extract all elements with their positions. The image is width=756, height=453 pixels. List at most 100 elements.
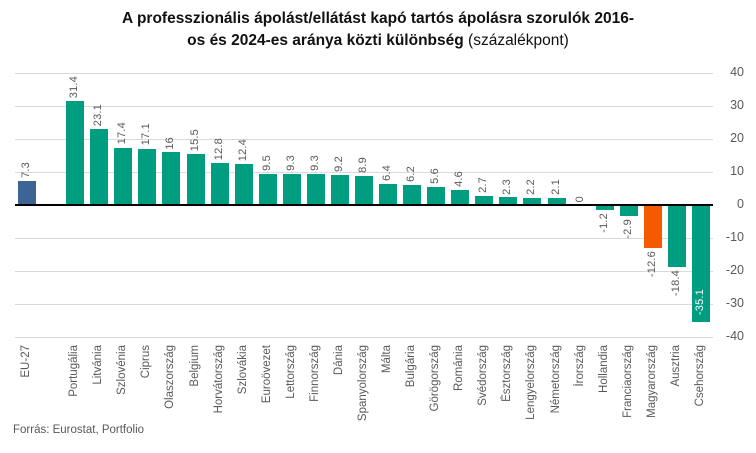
x-axis-label-Spanyolország: Spanyolország: [357, 345, 369, 422]
bar-value-label: 9.3: [308, 155, 321, 172]
bar-Portugália: [66, 101, 85, 205]
gridline: [15, 337, 713, 338]
bar-Lettország: [282, 174, 301, 205]
x-axis-label-Finnország: Finnország: [308, 345, 321, 402]
bar-Málta: [379, 183, 398, 205]
bar-Finnország: [306, 174, 325, 205]
gridline: [15, 304, 713, 305]
bar-value-label: 23.1: [92, 103, 105, 126]
bar-value-label: 17.1: [140, 123, 153, 146]
x-axis-label-Belgium: Belgium: [188, 345, 201, 387]
bar-value-label: 2.1: [549, 179, 562, 196]
bar-value-label: 0: [573, 195, 586, 202]
gridline: [15, 238, 713, 239]
x-axis-label-Dánia: Dánia: [332, 345, 345, 376]
bar-value-label: 2.3: [501, 178, 514, 195]
x-axis-label-Görögország: Görögország: [429, 345, 442, 412]
bar-Franciaország: [619, 206, 638, 216]
bar-Horvátország: [210, 162, 229, 205]
bar-Görögország: [427, 186, 446, 205]
y-axis-tick-label: 20: [730, 131, 744, 145]
x-axis-label-Szlovénia: Szlovénia: [116, 345, 129, 395]
bar-Románia: [451, 189, 470, 205]
x-axis-label-Magyarország: Magyarország: [645, 345, 658, 418]
chart-title-unit: (százalékpont): [468, 32, 569, 49]
bar-EU-27: [18, 180, 37, 205]
x-axis-label-Szlovákia: Szlovákia: [236, 345, 249, 395]
bar-value-label: 7.3: [20, 162, 33, 178]
bar-Olaszország: [162, 152, 181, 205]
y-axis-tick-label: -30: [725, 296, 744, 310]
x-axis-label-Málta: Málta: [381, 345, 394, 374]
bar-Belgium: [186, 153, 205, 205]
bar-value-label: 6.2: [405, 165, 418, 182]
bar-Hollandia: [595, 206, 614, 210]
bar-value-label: 8.9: [357, 156, 369, 173]
zero-axis-line: [15, 204, 713, 206]
gridline: [15, 106, 713, 107]
bar-Svédország: [475, 196, 494, 205]
bar-Euroövezet: [258, 173, 277, 205]
bar-Szlovákia: [234, 164, 253, 205]
x-axis-label-Csehország: Csehország: [693, 345, 706, 407]
y-axis-tick-label: 10: [730, 164, 744, 178]
x-axis-label-EU-27: EU-27: [20, 345, 33, 378]
x-axis-label-Észtország: Észtország: [501, 345, 514, 402]
bar-value-label: 2.7: [477, 177, 490, 194]
bar-Bulgária: [403, 184, 422, 205]
bar-value-label: 17.4: [116, 122, 129, 145]
bar-Csehország: [691, 206, 710, 322]
x-axis-label-Portugália: Portugália: [68, 345, 81, 397]
bar-value-label: -35.1: [693, 288, 706, 315]
bar-value-label: 31.4: [68, 76, 81, 99]
bar-value-label: 9.3: [284, 155, 297, 172]
gridline: [15, 73, 713, 74]
gridline: [15, 139, 713, 140]
y-axis-tick-label: 40: [730, 65, 744, 79]
x-axis-label-Olaszország: Olaszország: [164, 345, 177, 409]
bar-value-label: 9.5: [260, 154, 273, 171]
y-axis-tick-label: -40: [725, 329, 744, 343]
x-axis-label-Írország: Írország: [573, 345, 586, 387]
bar-value-label: -2.9: [621, 218, 634, 239]
x-axis-label-Horvátország: Horvátország: [212, 345, 225, 414]
bar-Észtország: [499, 197, 518, 205]
x-axis-label-Németország: Németország: [549, 345, 562, 414]
bar-Spanyolország: [355, 175, 373, 205]
x-axis-label-Euroövezet: Euroövezet: [260, 345, 273, 404]
x-axis-label-Svédország: Svédország: [477, 345, 490, 406]
y-axis-tick-label: -20: [725, 263, 744, 277]
bar-value-label: 4.6: [453, 170, 466, 187]
source-note: Forrás: Eurostat, Portfolio: [13, 424, 145, 436]
bar-Magyarország: [643, 206, 662, 248]
bar-value-label: -12.6: [645, 250, 658, 277]
x-axis-label-Lettország: Lettország: [284, 345, 297, 399]
plot-area: 7.3 31.4 23.1 17.4 17.1 16 15.5 12.8 12.4 9.5 9.3 9…: [15, 73, 713, 338]
bar-Lengyelország: [523, 197, 542, 205]
bar-value-label: 16: [164, 136, 177, 150]
bar-Ausztria: [667, 206, 686, 267]
bar-Ciprus: [138, 148, 157, 205]
bar-value-label: 9.2: [332, 155, 345, 172]
x-axis-label-Lengyelország: Lengyelország: [525, 345, 538, 420]
chart-title: A professzionális ápolást/ellátást kapó …: [0, 8, 756, 52]
bar-value-label: -18.4: [669, 269, 682, 296]
bar-Dánia: [330, 174, 349, 205]
x-axis-label-Litvánia: Litvánia: [92, 345, 105, 385]
bar-value-label: -1.2: [597, 212, 610, 233]
bar-value-label: 2.2: [525, 178, 538, 195]
bar-Németország: [547, 198, 566, 205]
x-axis-label-Ausztria: Ausztria: [669, 345, 682, 387]
x-axis-label-Hollandia: Hollandia: [597, 345, 610, 393]
x-axis-label-Ciprus: Ciprus: [140, 345, 153, 379]
bar-value-label: 12.4: [236, 138, 249, 162]
bar-Litvánia: [90, 128, 109, 205]
bar-value-label: 6.4: [381, 164, 394, 181]
chart-title-line1: A professzionális ápolást/ellátást kapó …: [122, 10, 634, 27]
x-axis-label-Bulgária: Bulgária: [405, 345, 418, 388]
chart-title-line2: os és 2024-es aránya közti különbség: [187, 32, 464, 49]
y-axis-tick-label: 0: [737, 197, 744, 211]
x-axis-label-Románia: Románia: [453, 345, 466, 392]
x-axis-label-Franciaország: Franciaország: [621, 345, 634, 418]
